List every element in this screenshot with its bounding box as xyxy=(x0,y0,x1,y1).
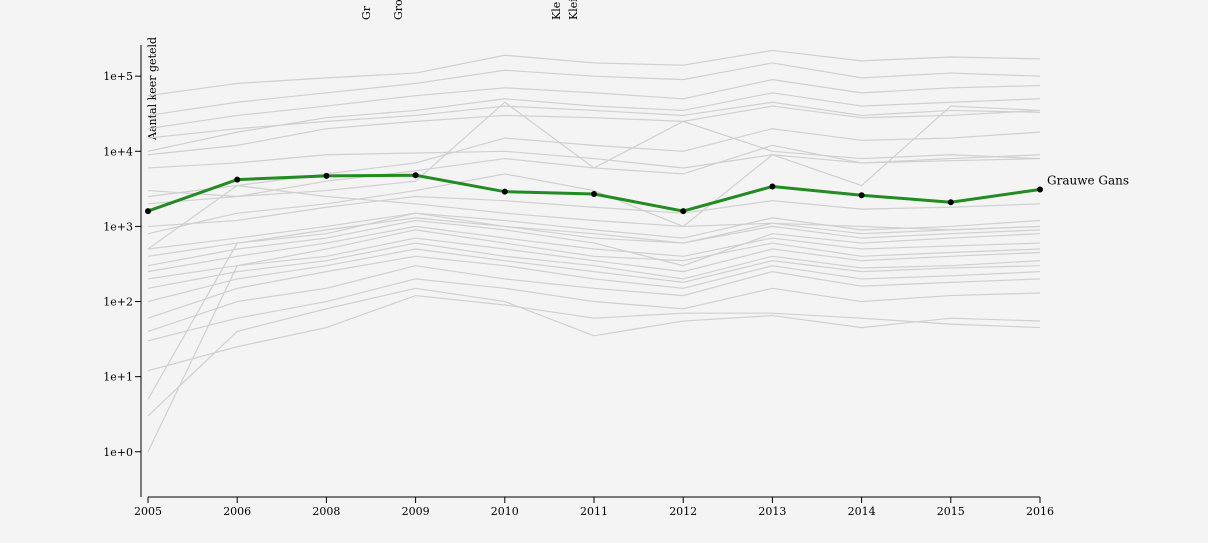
y-tick-label: 1e+3 xyxy=(103,220,133,233)
line xyxy=(147,62,1041,117)
line xyxy=(147,212,1041,250)
line xyxy=(147,79,1041,130)
x-tick-label: 2013 xyxy=(758,505,786,518)
line xyxy=(147,248,1041,303)
point xyxy=(501,188,508,195)
line xyxy=(147,195,1041,228)
point xyxy=(858,192,865,199)
point xyxy=(1037,186,1043,193)
y-tick-label: 1e+2 xyxy=(103,296,133,309)
line xyxy=(147,237,1041,280)
annotation: Gro xyxy=(392,0,405,20)
x-tick-label: 2016 xyxy=(1026,505,1054,518)
annotation: Gr xyxy=(360,5,373,20)
point xyxy=(145,208,151,215)
y-tick-label: 1e+1 xyxy=(103,371,133,384)
series-label: Grauwe Gans xyxy=(1047,174,1129,188)
x-tick-label: 2005 xyxy=(134,505,162,518)
y-tick-label: 1e+5 xyxy=(103,70,133,83)
line xyxy=(147,92,1041,152)
line xyxy=(147,105,1041,156)
line xyxy=(147,255,1041,319)
line xyxy=(147,212,1041,400)
x-tick-label: 2012 xyxy=(669,505,697,518)
point xyxy=(234,176,241,183)
point xyxy=(412,172,419,179)
point xyxy=(947,199,954,206)
line xyxy=(147,294,1041,372)
y-axis-label: Aantal keer geteld xyxy=(146,37,159,141)
annotation: Klei xyxy=(567,0,580,20)
line xyxy=(147,278,1041,342)
x-tick-label: 2006 xyxy=(223,505,251,518)
x-tick-label: 2009 xyxy=(402,505,430,518)
point xyxy=(680,208,687,215)
line xyxy=(147,150,1041,169)
point xyxy=(591,191,597,198)
x-tick-label: 2008 xyxy=(312,505,340,518)
line xyxy=(147,184,1041,250)
x-tick-label: 2014 xyxy=(848,505,876,518)
line xyxy=(147,265,1041,332)
point xyxy=(769,183,776,190)
y-tick-label: 1e+0 xyxy=(103,446,133,459)
x-tick-label: 2011 xyxy=(580,505,608,518)
line xyxy=(147,49,1041,97)
line xyxy=(147,217,1041,257)
y-tick-label: 1e+4 xyxy=(103,145,133,158)
line xyxy=(147,144,1041,205)
line xyxy=(147,219,1041,267)
line xyxy=(147,101,1041,139)
line xyxy=(147,128,1041,198)
line xyxy=(147,225,1041,273)
annotation: Kle xyxy=(550,2,563,20)
line xyxy=(147,242,1041,289)
x-tick-label: 2015 xyxy=(937,505,965,518)
line xyxy=(147,105,1041,235)
x-tick-label: 2010 xyxy=(491,505,519,518)
line xyxy=(147,229,1041,453)
line xyxy=(147,287,1041,417)
point xyxy=(323,172,330,179)
